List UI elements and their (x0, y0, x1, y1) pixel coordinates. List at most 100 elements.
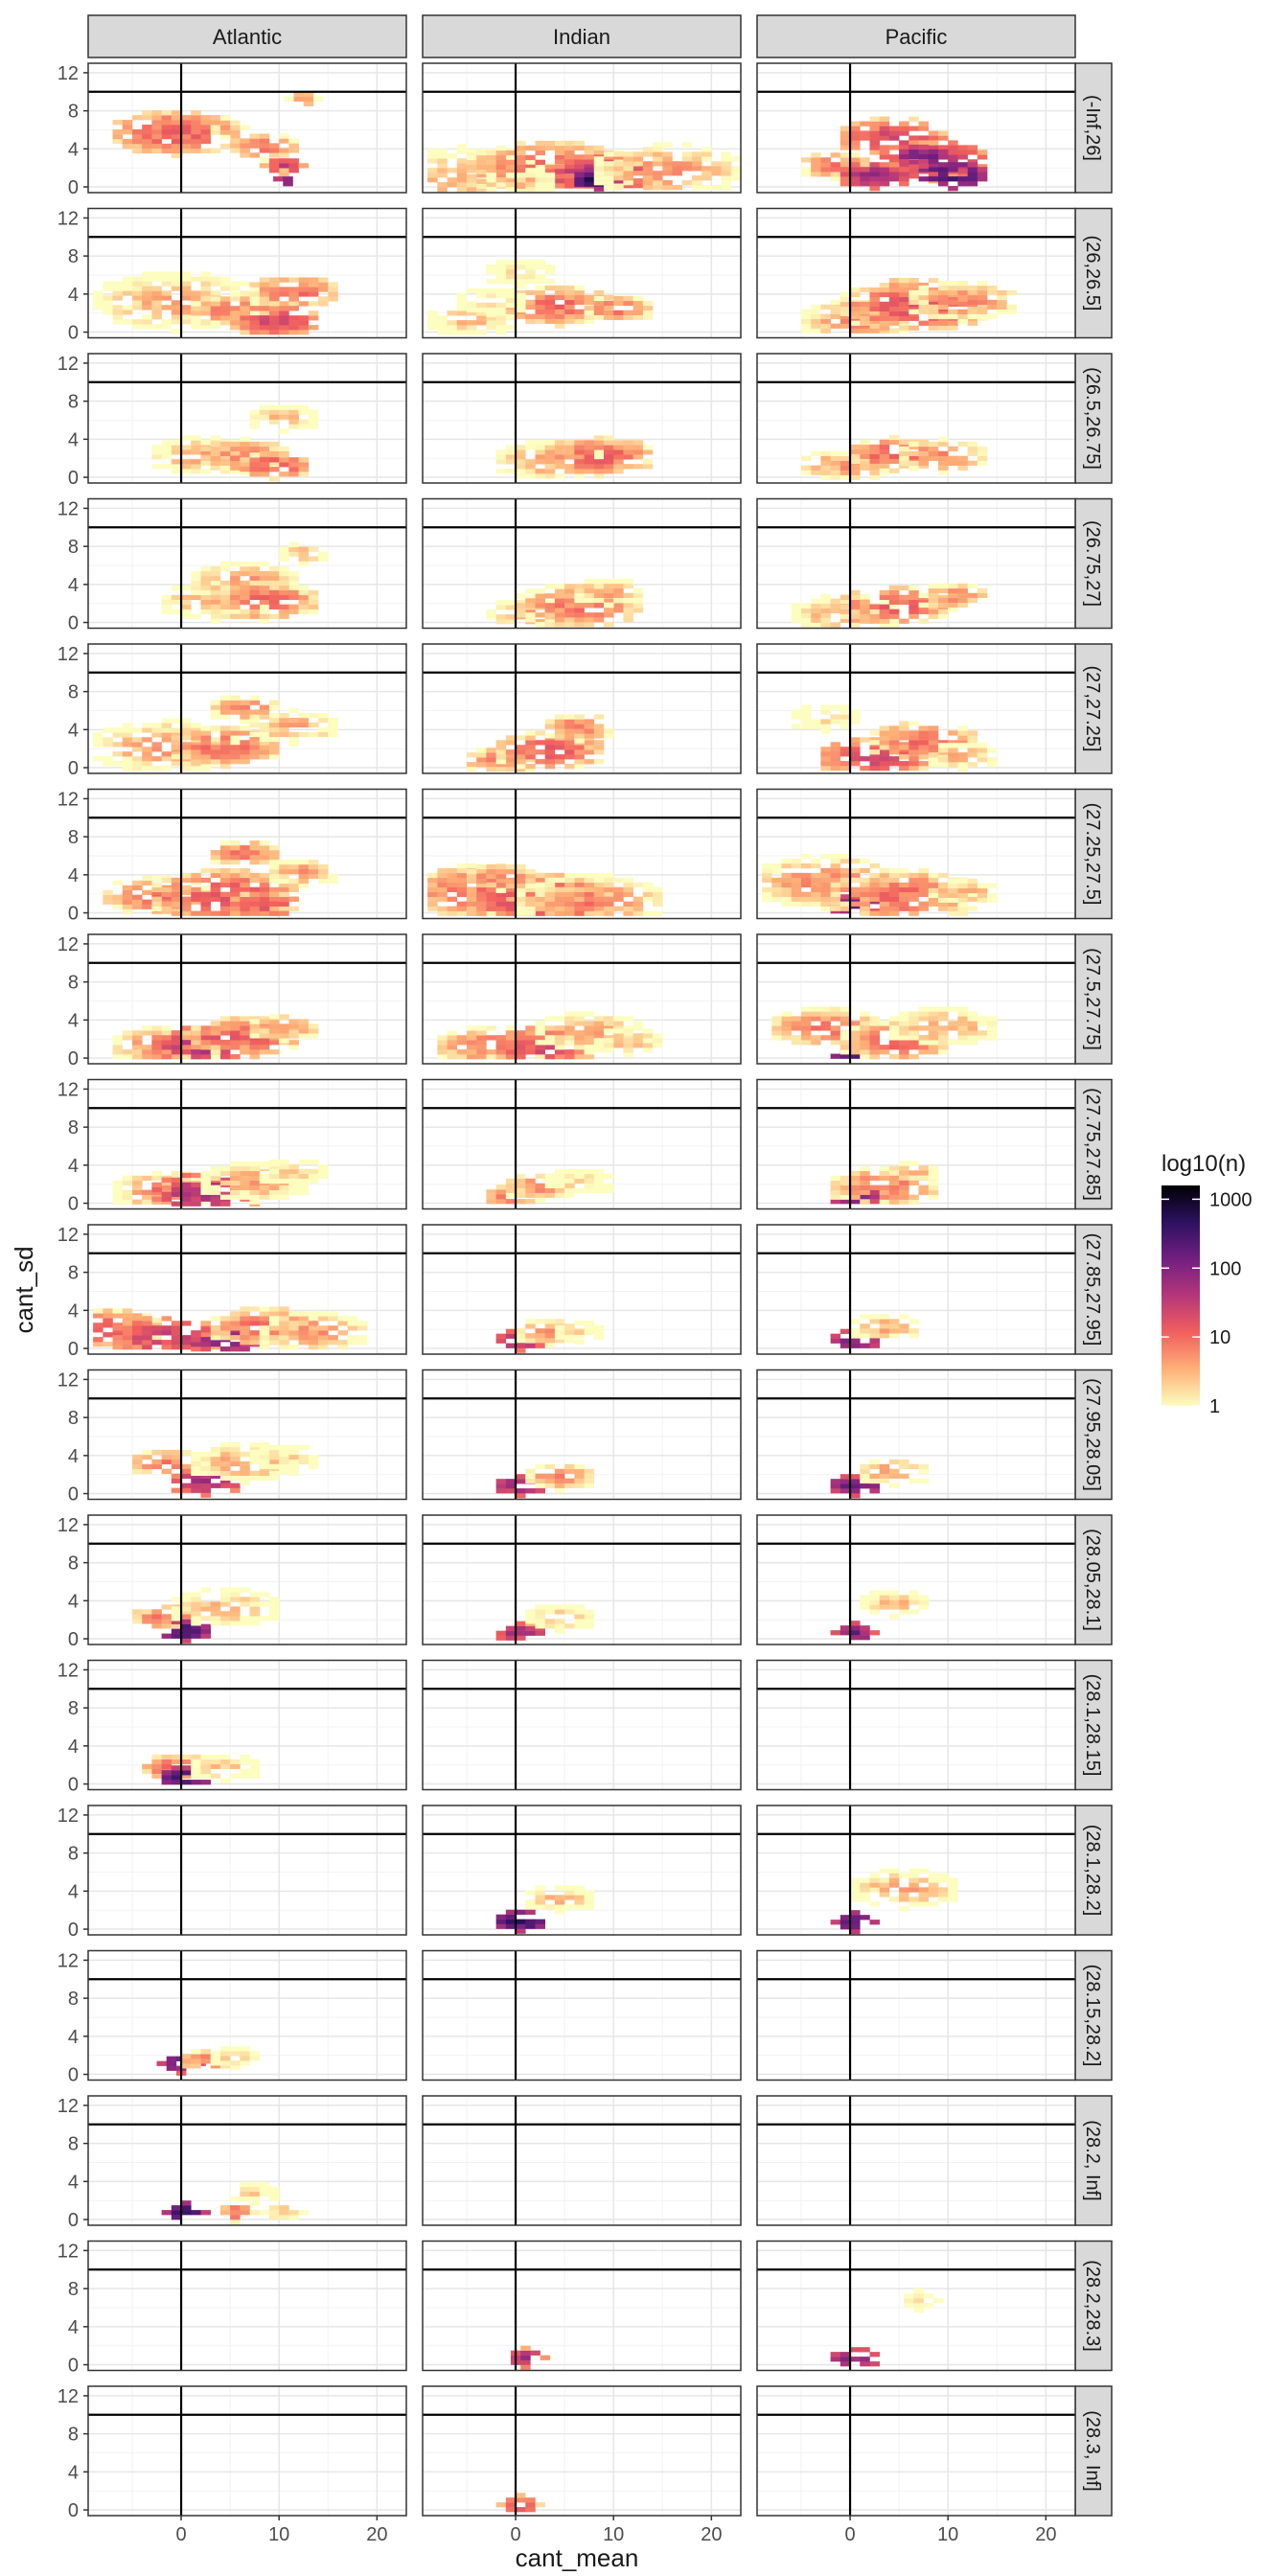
heatmap-tile (603, 602, 614, 608)
heatmap-tile (603, 464, 614, 470)
heatmap-tile (937, 1025, 949, 1031)
heatmap-tile (642, 459, 654, 465)
heatmap-tile (525, 868, 536, 875)
heatmap-tile (721, 151, 732, 157)
heatmap-tile (516, 150, 526, 156)
heatmap-tile (937, 441, 949, 448)
heatmap-tile (593, 612, 605, 618)
heatmap-tile (948, 140, 958, 146)
heatmap-tile (476, 315, 487, 321)
heatmap-tile (161, 751, 172, 757)
y-tick-label: 4 (68, 720, 79, 741)
heatmap-tile (259, 462, 270, 468)
heatmap-tile (122, 276, 133, 282)
heatmap-tile (525, 617, 536, 623)
heatmap-tile (850, 130, 861, 136)
heatmap-tile (249, 1194, 261, 1200)
heatmap-tile (249, 891, 261, 897)
heatmap-tile (525, 598, 536, 604)
heatmap-tile (249, 565, 261, 572)
heatmap-tile (948, 897, 958, 903)
heatmap-tile (191, 148, 201, 154)
heatmap-tile (908, 1025, 919, 1031)
heatmap-tile (869, 604, 880, 610)
heatmap-tile (957, 878, 968, 885)
heatmap-tile (516, 445, 526, 450)
heatmap-tile (191, 306, 201, 311)
heatmap-tile (122, 908, 133, 914)
heatmap-tile (466, 1045, 477, 1050)
heatmap-tile (642, 1038, 654, 1044)
heatmap-tile (191, 1040, 201, 1046)
heatmap-tile (486, 882, 496, 888)
heatmap-tile (476, 873, 487, 880)
heatmap-tile (888, 315, 900, 321)
heatmap-tile (642, 161, 654, 167)
heatmap-tile (219, 1165, 231, 1172)
heatmap-tile (131, 737, 143, 743)
heatmap-tile (554, 164, 565, 170)
panel-border (87, 497, 407, 630)
heatmap-tile (860, 315, 870, 321)
heatmap-tile (830, 465, 841, 471)
heatmap-tile (268, 570, 280, 577)
heatmap-tile (623, 612, 633, 618)
heatmap-tile (308, 409, 319, 415)
heatmap-tile (879, 121, 890, 126)
heatmap-tile (131, 1040, 143, 1046)
heatmap-tile (142, 300, 152, 306)
heatmap-tile (486, 757, 496, 763)
heatmap-tile (613, 175, 624, 181)
heatmap-tile (791, 882, 802, 888)
heatmap-tile (535, 872, 545, 879)
heatmap-tile (613, 1016, 624, 1022)
heatmap-tile (888, 287, 900, 293)
heatmap-tile (554, 1016, 565, 1022)
heatmap-tile (200, 867, 211, 874)
heatmap-tile (268, 859, 280, 865)
heatmap-tile (544, 473, 556, 479)
heatmap-tile (888, 725, 900, 731)
heatmap-tile (869, 287, 880, 293)
heatmap-tile (200, 324, 211, 330)
heatmap-tile (564, 299, 575, 306)
heatmap-tile (210, 709, 221, 715)
heatmap-tile (240, 700, 250, 705)
heatmap-tile (564, 1040, 575, 1046)
heatmap-tile (869, 444, 880, 450)
heatmap-tile (486, 906, 496, 911)
heatmap-tile (623, 1052, 633, 1058)
heatmap-tile (505, 906, 517, 911)
y-tick-label: 4 (68, 1010, 79, 1031)
heatmap-tile (230, 138, 241, 144)
heatmap-tile (977, 1016, 988, 1022)
panel-pacific-26-26.5 (756, 207, 1076, 339)
heatmap-tile (899, 145, 909, 150)
heatmap-tile (840, 455, 851, 461)
heatmap-tile (800, 1030, 812, 1036)
heatmap-tile (879, 891, 890, 897)
heatmap-tile (771, 1035, 782, 1041)
heatmap-tile (495, 260, 507, 265)
heatmap-tile (240, 901, 250, 907)
heatmap-tile (879, 463, 890, 469)
row-strip-bg (1074, 353, 1113, 484)
heatmap-tile (268, 749, 280, 755)
heatmap-tile (957, 169, 968, 174)
heatmap-tile (908, 896, 919, 902)
heatmap-tile (259, 148, 270, 153)
heatmap-tile (200, 1199, 211, 1205)
heatmap-tile (161, 718, 172, 724)
heatmap-tile (967, 1025, 978, 1031)
heatmap-tile (200, 300, 211, 306)
heatmap-tile (230, 859, 241, 865)
heatmap-tile (603, 1038, 614, 1044)
heatmap-tile (308, 609, 319, 614)
heatmap-tile (967, 441, 978, 448)
heatmap-tile (240, 745, 250, 750)
heatmap-tile (122, 138, 133, 145)
heatmap-tile (171, 115, 182, 121)
heatmap-tile (505, 891, 517, 897)
heatmap-tile (564, 622, 575, 628)
heatmap-tile (219, 882, 231, 888)
